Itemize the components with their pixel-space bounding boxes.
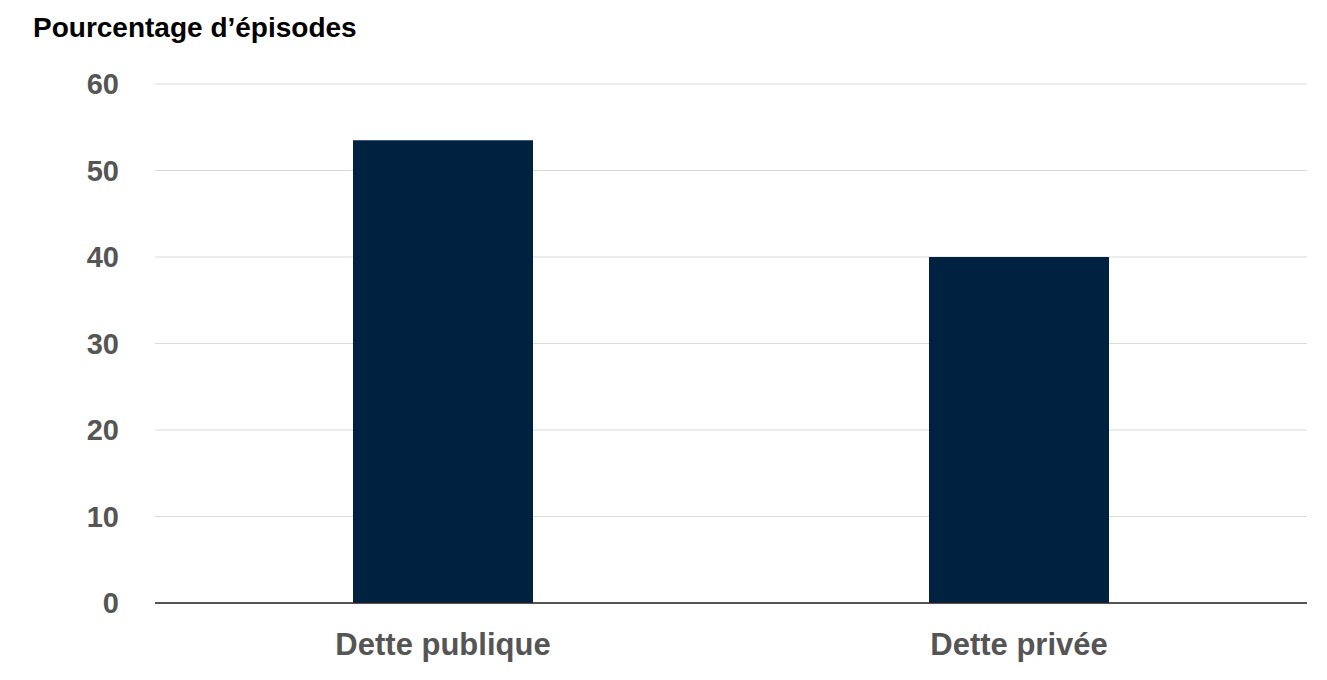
svg-text:Dette publique: Dette publique: [335, 627, 550, 662]
html-text:Pourcentage d’épisodes: Pourcentage d’épisodes: [33, 12, 357, 43]
svg-text:Dette privée: Dette privée: [930, 627, 1107, 662]
svg-text:40: 40: [87, 241, 119, 273]
svg-text:60: 60: [87, 68, 119, 100]
svg-text:10: 10: [87, 501, 119, 533]
svg-text:50: 50: [87, 155, 119, 187]
svg-text:20: 20: [87, 414, 119, 446]
svg-text:30: 30: [87, 328, 119, 360]
svg-text:0: 0: [103, 587, 119, 619]
